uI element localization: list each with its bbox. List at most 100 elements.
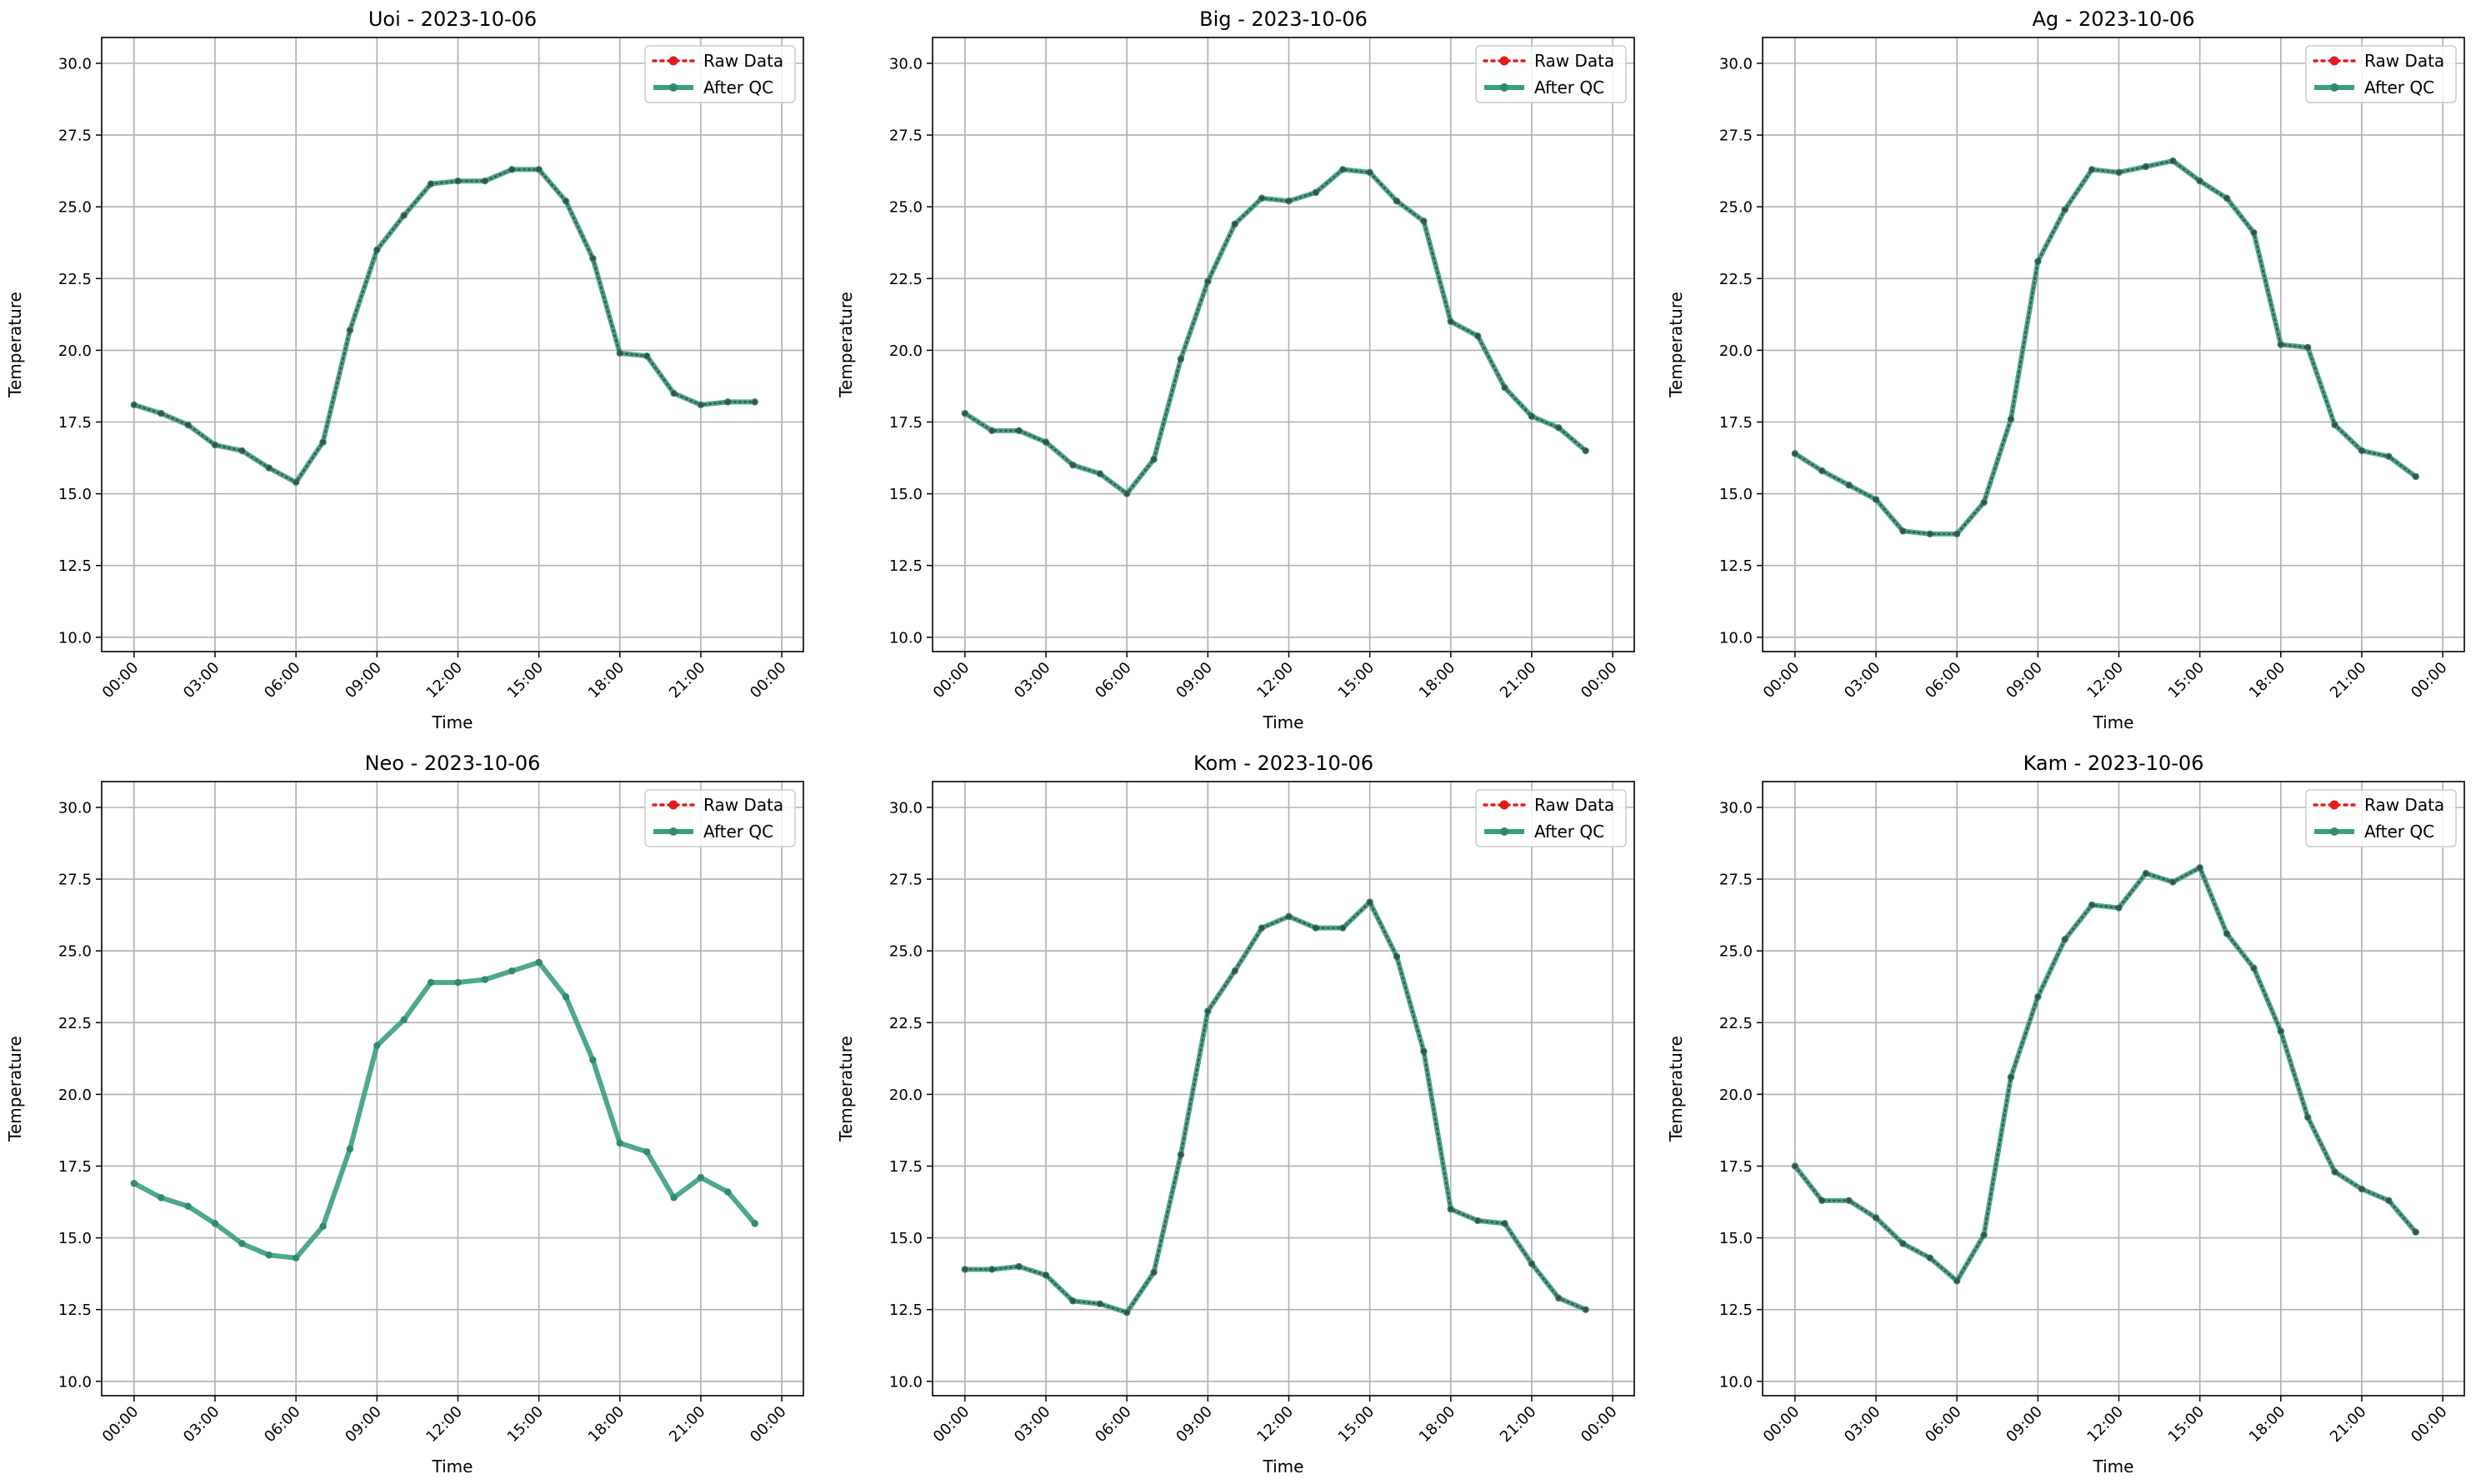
y-tick-label: 12.5: [889, 1302, 923, 1319]
raw-data-point: [644, 353, 650, 359]
x-tick-label: 15:00: [2165, 659, 2208, 702]
subplot-title: Kom - 2023-10-06: [1193, 752, 1373, 775]
legend-raw-label: Raw Data: [703, 795, 783, 815]
y-tick-label: 22.5: [889, 271, 923, 288]
subplot-title: Neo - 2023-10-06: [365, 752, 541, 775]
x-tick-label: 09:00: [2003, 1403, 2046, 1447]
after-qc-line: [963, 167, 1588, 497]
after-qc-point: [265, 1252, 273, 1259]
x-tick-label: 06:00: [1092, 659, 1135, 702]
y-tick-label: 27.5: [1719, 872, 1753, 889]
raw-data-point: [1151, 1269, 1157, 1275]
x-tick-label: 00:00: [99, 659, 143, 702]
raw-data-point: [2413, 1229, 2418, 1235]
x-tick-label: 18:00: [2246, 659, 2289, 702]
y-tick-label: 22.5: [58, 271, 92, 288]
x-tick-label: 21:00: [2327, 1403, 2370, 1447]
after-qc-point: [616, 1139, 623, 1147]
legend-raw-marker: [1499, 800, 1509, 810]
legend: Raw Data After QC: [2305, 45, 2457, 103]
legend-qc-marker: [2330, 83, 2338, 92]
y-tick-label: 12.5: [1719, 1302, 1753, 1319]
raw-data-point: [1232, 221, 1238, 227]
y-tick-label: 25.0: [889, 943, 923, 961]
x-tick-label: 00:00: [1578, 1403, 1621, 1447]
y-tick-label: 20.0: [889, 342, 923, 360]
x-tick-label: 15:00: [1335, 659, 1378, 702]
raw-data-point: [1873, 1215, 1879, 1221]
y-tick-label: 10.0: [889, 1373, 923, 1391]
raw-data-point: [1151, 457, 1157, 462]
raw-data-point: [1421, 218, 1427, 224]
legend-qc-label: After QC: [2364, 77, 2434, 97]
raw-data-point: [2197, 178, 2203, 184]
legend-qc-marker: [1500, 827, 1508, 836]
raw-data-point: [1556, 425, 1562, 431]
subplot-6: 10.0 12.5 15.0 17.5 20.0 22.5 25.0 27.5 30.0 00:0…: [1666, 752, 2465, 1477]
y-axis-label: Temperature: [5, 1036, 25, 1142]
y-tick-label: 10.0: [58, 1373, 92, 1391]
y-tick-label: 30.0: [889, 799, 923, 817]
legend-qc-label: After QC: [703, 77, 773, 97]
raw-data-point: [2143, 163, 2148, 169]
raw-data-point: [2305, 1114, 2311, 1120]
legend-qc-label: After QC: [703, 822, 773, 842]
raw-data-point: [1178, 356, 1183, 362]
subplot-title: Big - 2023-10-06: [1199, 7, 1368, 31]
y-tick-label: 15.0: [58, 486, 92, 503]
raw-data-point: [2170, 879, 2176, 885]
y-tick-label: 25.0: [58, 943, 92, 961]
legend: Raw Data After QC: [1475, 45, 1627, 103]
after-qc-point: [211, 1220, 219, 1227]
raw-data-point: [2278, 342, 2283, 347]
raw-data-point: [1070, 462, 1076, 468]
raw-data-point: [401, 212, 407, 218]
raw-data-point: [989, 427, 995, 433]
raw-data-point: [1124, 491, 1130, 497]
raw-data-point: [2358, 1187, 2364, 1192]
raw-data-point: [2008, 417, 2013, 422]
legend-raw-label: Raw Data: [1534, 795, 1614, 815]
x-tick-label: 00:00: [747, 1403, 790, 1447]
raw-data-point: [2035, 994, 2041, 1000]
x-tick-label: 00:00: [2408, 1403, 2451, 1447]
y-tick-label: 12.5: [58, 557, 92, 575]
after-qc-point: [562, 993, 570, 1001]
x-tick-label: 09:00: [2003, 659, 2046, 702]
raw-data-line: [133, 168, 756, 484]
after-qc-line: [1793, 158, 2418, 537]
legend-raw-label: Raw Data: [703, 51, 783, 71]
raw-data-point: [1178, 1152, 1183, 1157]
legend-qc-marker: [1500, 83, 1508, 92]
raw-data-point: [320, 439, 326, 445]
raw-data-point: [2251, 230, 2257, 236]
y-tick-label: 30.0: [58, 799, 92, 817]
raw-data-point: [1927, 1255, 1933, 1261]
x-tick-label: 09:00: [1173, 1403, 1216, 1447]
legend-qc-marker: [2330, 827, 2338, 836]
y-tick-label: 20.0: [1719, 1087, 1753, 1104]
raw-data-point: [1846, 482, 1852, 488]
x-tick-label: 21:00: [1497, 1403, 1540, 1447]
legend-raw-label: Raw Data: [1534, 51, 1614, 71]
raw-data-point: [2089, 902, 2095, 908]
raw-data-point: [590, 256, 596, 262]
y-tick-label: 20.0: [1719, 342, 1753, 360]
raw-data-point: [1981, 1232, 1987, 1238]
after-qc-point: [697, 1174, 705, 1182]
x-tick-label: 12:00: [423, 1403, 466, 1447]
y-tick-label: 15.0: [1719, 486, 1753, 503]
legend-raw-marker: [2329, 800, 2339, 810]
raw-data-point: [455, 178, 461, 184]
raw-data-point: [1043, 1272, 1049, 1278]
raw-data-point: [2116, 905, 2122, 911]
after-qc-point: [751, 1220, 758, 1227]
raw-data-point: [2197, 865, 2203, 871]
axes-frame: [1762, 37, 2465, 652]
raw-data-point: [1232, 968, 1238, 974]
raw-data-point: [1556, 1295, 1562, 1301]
y-tick-label: 20.0: [58, 342, 92, 360]
legend-raw-marker: [1499, 56, 1509, 66]
raw-data-point: [698, 402, 703, 407]
